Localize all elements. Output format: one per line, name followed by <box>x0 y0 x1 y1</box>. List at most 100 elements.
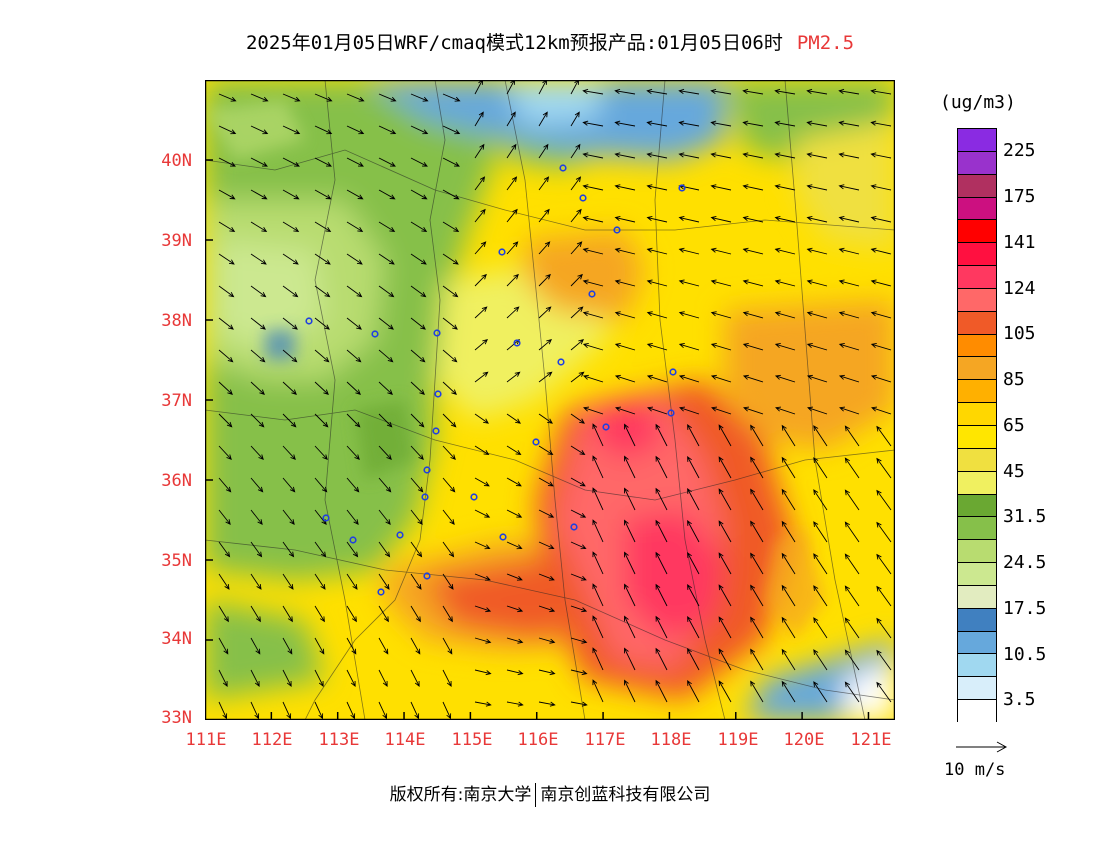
wind-arrow <box>250 93 269 102</box>
wind-arrow <box>410 349 426 363</box>
wind-arrow <box>774 311 796 319</box>
wind-arrow <box>781 520 796 543</box>
wind-arrow <box>538 273 551 287</box>
copyright-right: 南京创蓝科技有限公司 <box>540 785 711 805</box>
wind-arrow <box>570 208 582 223</box>
wind-arrow <box>282 349 298 363</box>
city-marker <box>499 533 507 541</box>
wind-arrow <box>592 647 604 671</box>
wind-arrow <box>314 477 328 493</box>
wind-arrow <box>282 317 298 330</box>
wind-arrow <box>410 509 423 525</box>
wind-arrow <box>314 381 329 395</box>
wind-arrow <box>687 615 700 639</box>
wind-arrow <box>679 406 700 415</box>
wind-arrow <box>282 285 299 298</box>
city-marker <box>377 588 385 596</box>
wind-arrow <box>378 381 393 395</box>
city-marker <box>498 248 506 256</box>
wind-arrow <box>442 221 460 232</box>
wind-arrow <box>655 519 668 543</box>
wind-arrow <box>781 552 796 575</box>
wind-arrow <box>876 457 892 479</box>
wind-arrow <box>876 681 892 703</box>
wind-arrow <box>538 605 556 613</box>
wind-arrow <box>876 425 892 447</box>
city-marker <box>432 427 440 435</box>
wind-arrow <box>710 279 732 287</box>
wind-arrow <box>718 456 732 479</box>
wind-arrow <box>506 637 524 644</box>
wind-arrow <box>647 406 668 415</box>
wind-arrow <box>646 152 668 159</box>
city-marker <box>349 536 357 544</box>
wind-arrow <box>813 489 828 511</box>
wind-arrow <box>538 541 555 550</box>
wind-arrow <box>474 111 484 127</box>
wind-arrow <box>678 88 700 95</box>
wind-arrow <box>582 184 604 191</box>
wind-arrow <box>687 455 700 479</box>
lon-label-118e: 118E <box>650 730 692 750</box>
wind-arrow <box>506 573 523 581</box>
wind-arrow <box>774 247 796 255</box>
wind-arrow <box>582 311 604 319</box>
wind-arrow <box>813 553 828 575</box>
lat-label-39n: 39N <box>161 231 192 251</box>
wind-arrow <box>282 445 296 460</box>
map-frame <box>205 80 895 720</box>
wind-arrow <box>442 605 453 623</box>
wind-arrow <box>346 445 360 460</box>
chart-title: 2025年01月05日WRF/cmaq模式12km预报产品:01月05日06时 P… <box>0 28 1100 55</box>
lon-label-111e: 111E <box>185 730 227 750</box>
wind-arrow <box>570 241 583 255</box>
lon-label-121e: 121E <box>850 730 892 750</box>
wind-arrow <box>538 445 554 456</box>
wind-arrow <box>410 253 427 265</box>
wind-arrow <box>378 317 394 330</box>
wind-arrow <box>506 509 523 518</box>
wind-arrow <box>570 111 580 127</box>
wind-arrow <box>710 152 732 159</box>
wind-arrow <box>410 189 428 200</box>
wind-arrow <box>442 477 456 493</box>
wind-arrow <box>742 120 764 127</box>
wind-arrow <box>844 681 860 703</box>
wind-arrow <box>378 509 391 525</box>
wind-arrow <box>570 371 585 383</box>
city-marker <box>423 466 431 474</box>
wind-arrow <box>474 339 489 351</box>
wind-arrow <box>646 215 668 223</box>
wind-arrow <box>624 647 636 671</box>
wind-arrow <box>314 445 328 460</box>
wind-arrow <box>742 184 764 191</box>
wind-arrow <box>218 413 233 428</box>
wind-arrow <box>250 221 268 232</box>
wind-arrow <box>378 701 388 720</box>
wind-arrow <box>282 573 294 590</box>
wind-arrow <box>750 616 764 639</box>
wind-arrow <box>314 541 327 558</box>
legend-color-cell <box>958 403 996 426</box>
wind-arrow <box>592 583 604 607</box>
wind-arrow <box>378 637 389 655</box>
lat-label-37n: 37N <box>161 391 192 411</box>
city-marker <box>678 184 686 192</box>
wind-arrow <box>410 605 421 623</box>
wind-arrow <box>624 583 636 607</box>
wind-arrow <box>844 649 860 671</box>
wind-arrow <box>570 143 581 159</box>
wind-arrow <box>781 424 796 447</box>
wind-arrow <box>655 583 668 607</box>
wind-arrow <box>570 176 582 191</box>
wind-arrow <box>538 701 556 707</box>
legend-color-cell <box>958 448 996 472</box>
wind-arrow <box>678 215 700 223</box>
wind-arrow <box>838 374 860 383</box>
wind-arrow <box>750 488 764 511</box>
wind-arrow <box>687 487 700 511</box>
wind-arrow <box>538 509 555 518</box>
wind-arrow <box>506 669 524 676</box>
wind-arrow <box>378 669 388 687</box>
wind-arrow <box>442 381 457 395</box>
